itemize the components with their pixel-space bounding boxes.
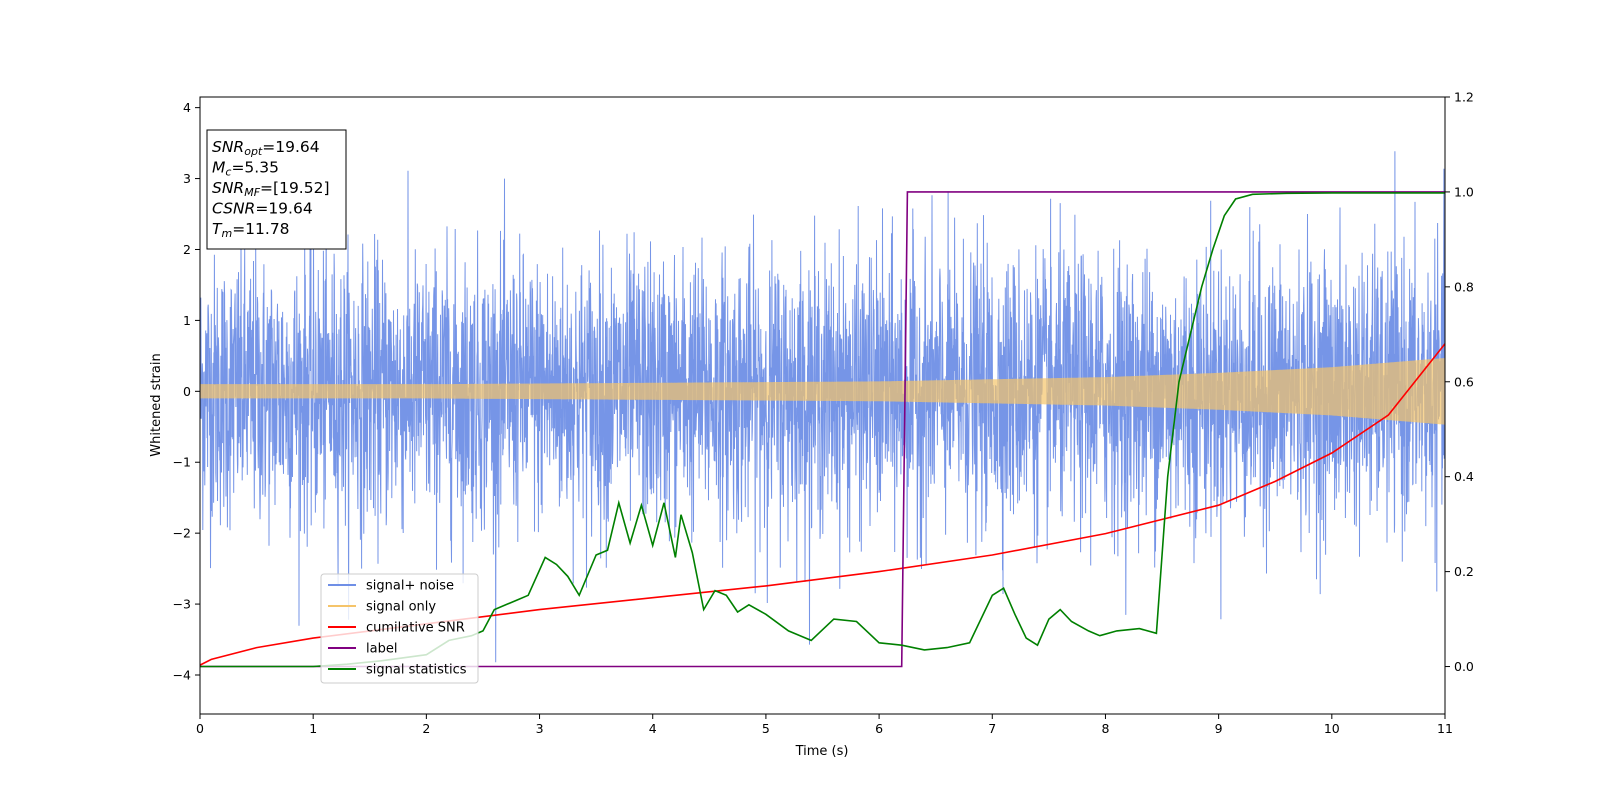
annotation-box: SNRopt=19.64Mc=5.35SNRMF=[19.52]CSNR=19.… xyxy=(206,129,347,250)
y2-tick-label: 0.8 xyxy=(1454,279,1474,294)
annotation-subscript: MF xyxy=(244,186,260,199)
y-tick-label: −2 xyxy=(173,526,191,541)
annotation-symbol: SNR xyxy=(212,179,244,197)
y-tick-label: −3 xyxy=(173,597,191,612)
y-tick-label: −1 xyxy=(173,455,191,470)
annotation-value: =11.78 xyxy=(232,220,289,238)
legend-frame xyxy=(320,573,479,684)
y-tick-label: 1 xyxy=(183,313,191,328)
annotation-line: SNRopt=19.64 xyxy=(212,138,320,158)
x-axis: 0 1 2 3 4 5 6 7 8 9 10 11 xyxy=(196,714,1453,736)
annotation-value: =19.64 xyxy=(255,200,312,218)
y2-tick-label: 0.6 xyxy=(1454,374,1474,389)
y-tick-label: 4 xyxy=(183,100,191,115)
x-tick-label: 5 xyxy=(762,721,770,736)
x-tick-label: 0 xyxy=(196,721,204,736)
y2-tick-label: 1.2 xyxy=(1454,90,1474,105)
y-tick-label: 0 xyxy=(183,384,191,399)
annotation-line: CSNR=19.64 xyxy=(212,200,313,218)
x-tick-label: 11 xyxy=(1437,721,1453,736)
annotation-line: Mc=5.35 xyxy=(212,159,279,179)
annotation-value: =19.64 xyxy=(262,138,319,156)
legend-label: signal statistics xyxy=(366,663,467,678)
y2-tick-label: 1.0 xyxy=(1454,184,1474,199)
legend-label: cumilative SNR xyxy=(366,621,465,636)
annotation-line: Tm=11.78 xyxy=(212,220,290,240)
x-tick-label: 10 xyxy=(1324,721,1340,736)
annotation-subscript: opt xyxy=(244,145,263,158)
x-tick-label: 6 xyxy=(875,721,883,736)
annotation-symbol: M xyxy=(212,159,225,177)
axes-frame xyxy=(199,96,1446,715)
y-tick-label: 3 xyxy=(183,171,191,186)
series-signal-only xyxy=(199,357,1446,425)
x-tick-label: 7 xyxy=(988,721,996,736)
annotation-symbol: SNR xyxy=(212,138,244,156)
annotation-subscript: m xyxy=(221,227,232,240)
x-tick-label: 4 xyxy=(649,721,657,736)
annotation-value: =5.35 xyxy=(231,159,279,177)
legend-label: signal only xyxy=(366,600,436,615)
y2-tick-label: 0.2 xyxy=(1454,564,1474,579)
y2-tick-label: 0.0 xyxy=(1454,659,1474,674)
series-label xyxy=(200,191,1445,668)
series-cumilative-snr xyxy=(199,343,1446,666)
x-tick-label: 3 xyxy=(536,721,544,736)
y-axis-label: Whitened strain xyxy=(149,353,164,456)
legend-label: label xyxy=(366,642,397,657)
x-tick-label: 2 xyxy=(422,721,430,736)
x-tick-label: 1 xyxy=(309,721,317,736)
annotation-frame xyxy=(206,129,347,250)
series-signal-statistics xyxy=(200,192,1445,668)
y-tick-label: 2 xyxy=(183,242,191,257)
legend: signal+ noise signal only cumilative SNR la… xyxy=(320,573,479,684)
y2-tick-label: 0.4 xyxy=(1454,469,1474,484)
y-axis-left: 4 3 2 1 0 −1 −2 −3 −4 xyxy=(173,100,200,682)
y-tick-label: −4 xyxy=(173,667,191,682)
x-tick-label: 8 xyxy=(1101,721,1109,736)
annotation-symbol: CSNR xyxy=(212,200,255,218)
legend-label: signal+ noise xyxy=(366,579,454,594)
plot-area xyxy=(199,151,1446,668)
x-axis-label: Time (s) xyxy=(795,744,849,759)
annotation-line: SNRMF=[19.52] xyxy=(212,179,330,199)
x-tick-label: 9 xyxy=(1215,721,1223,736)
annotation-symbol: T xyxy=(212,220,223,238)
y-axis-right: 0.0 0.2 0.4 0.6 0.8 1.0 1.2 xyxy=(1445,90,1474,674)
annotation-value: =[19.52] xyxy=(260,179,329,197)
annotation-subscript: c xyxy=(225,166,231,179)
